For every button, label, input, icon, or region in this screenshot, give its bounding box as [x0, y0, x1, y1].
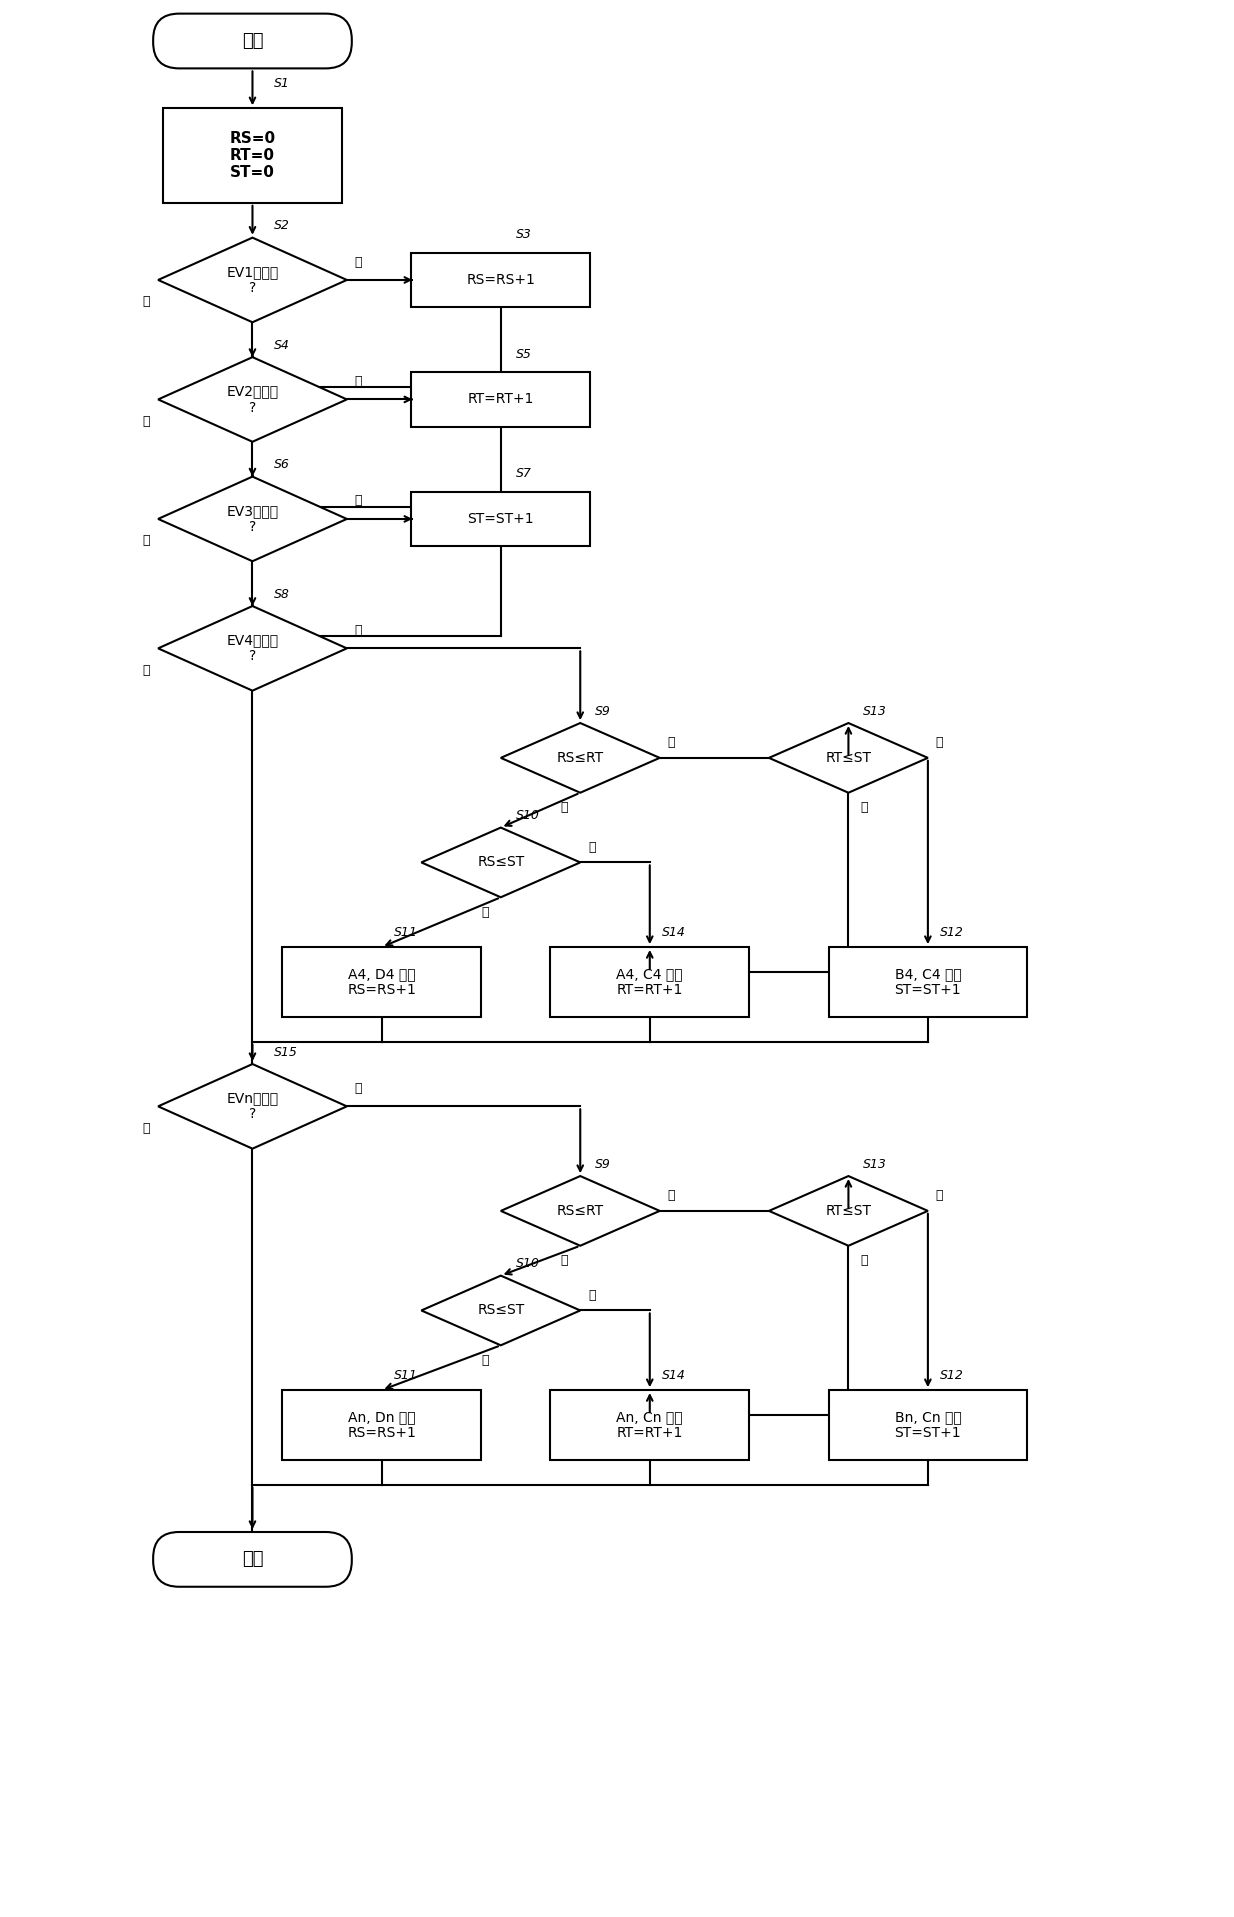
- Text: 是: 是: [481, 905, 489, 918]
- Text: S13: S13: [864, 1158, 887, 1171]
- FancyBboxPatch shape: [153, 1532, 352, 1587]
- Text: S3: S3: [516, 228, 532, 242]
- Text: S6: S6: [274, 458, 290, 472]
- Bar: [550, 947, 749, 1016]
- Text: EV1在充电
?: EV1在充电 ?: [226, 265, 279, 295]
- Text: S15: S15: [274, 1045, 299, 1058]
- Polygon shape: [501, 1175, 660, 1246]
- Text: S4: S4: [274, 339, 290, 351]
- Text: S12: S12: [940, 926, 964, 939]
- Polygon shape: [769, 1175, 928, 1246]
- Text: An, Cn 接通
RT=RT+1: An, Cn 接通 RT=RT+1: [617, 1409, 684, 1440]
- Text: RS≤ST: RS≤ST: [478, 1304, 524, 1317]
- Text: RS≤RT: RS≤RT: [557, 1204, 603, 1217]
- Bar: [283, 1390, 481, 1461]
- Text: 是: 是: [860, 801, 868, 815]
- Text: B4, C4 接通
ST=ST+1: B4, C4 接通 ST=ST+1: [895, 966, 961, 997]
- Text: EV4要充电
?: EV4要充电 ?: [226, 633, 279, 663]
- Text: 是: 是: [355, 376, 363, 387]
- Text: RS≤ST: RS≤ST: [478, 855, 524, 870]
- Text: 否: 否: [143, 535, 151, 548]
- Polygon shape: [158, 477, 347, 562]
- Polygon shape: [421, 828, 580, 897]
- Text: 开始: 开始: [242, 33, 263, 50]
- Text: S9: S9: [595, 1158, 611, 1171]
- Bar: [550, 1390, 749, 1461]
- Bar: [411, 372, 590, 427]
- Polygon shape: [158, 1064, 347, 1148]
- Text: EV2在充电
?: EV2在充电 ?: [226, 383, 279, 414]
- Text: S9: S9: [595, 705, 611, 717]
- Text: 是: 是: [355, 255, 363, 268]
- Text: S12: S12: [940, 1369, 964, 1382]
- FancyBboxPatch shape: [153, 13, 352, 69]
- Text: 否: 否: [143, 295, 151, 309]
- Text: RS=0
RT=0
ST=0: RS=0 RT=0 ST=0: [230, 130, 275, 180]
- Text: 否: 否: [668, 736, 675, 750]
- Text: S5: S5: [516, 347, 532, 360]
- Bar: [411, 253, 590, 307]
- Text: 否: 否: [143, 414, 151, 427]
- Text: S10: S10: [516, 809, 539, 822]
- Text: S14: S14: [661, 1369, 686, 1382]
- Text: 否: 否: [589, 842, 596, 853]
- Text: 否: 否: [668, 1189, 675, 1202]
- Text: S8: S8: [274, 589, 290, 600]
- Text: RT≤ST: RT≤ST: [826, 751, 871, 765]
- Text: 否: 否: [143, 663, 151, 677]
- Text: S14: S14: [661, 926, 686, 939]
- Text: S1: S1: [274, 77, 290, 90]
- Bar: [828, 947, 1027, 1016]
- Polygon shape: [158, 238, 347, 322]
- Polygon shape: [769, 723, 928, 794]
- Text: A4, C4 接通
RT=RT+1: A4, C4 接通 RT=RT+1: [617, 966, 684, 997]
- Text: S13: S13: [864, 705, 887, 717]
- Text: RT≤ST: RT≤ST: [826, 1204, 871, 1217]
- Text: S11: S11: [394, 1369, 417, 1382]
- Polygon shape: [421, 1275, 580, 1346]
- Text: RS=RS+1: RS=RS+1: [466, 272, 536, 288]
- Text: 是: 是: [560, 1254, 569, 1267]
- Text: RT=RT+1: RT=RT+1: [468, 393, 534, 406]
- Text: RS≤RT: RS≤RT: [557, 751, 603, 765]
- Polygon shape: [501, 723, 660, 794]
- Text: 是: 是: [355, 495, 363, 508]
- Bar: [411, 491, 590, 546]
- Text: ST=ST+1: ST=ST+1: [468, 512, 534, 525]
- Text: 是: 是: [481, 1353, 489, 1367]
- Polygon shape: [158, 606, 347, 690]
- Text: 否: 否: [935, 736, 943, 750]
- Bar: [828, 1390, 1027, 1461]
- Text: Bn, Cn 接通
ST=ST+1: Bn, Cn 接通 ST=ST+1: [895, 1409, 961, 1440]
- Text: 是: 是: [355, 1081, 363, 1095]
- Text: An, Dn 接通
RS=RS+1: An, Dn 接通 RS=RS+1: [347, 1409, 416, 1440]
- Bar: [283, 947, 481, 1016]
- Text: 否: 否: [589, 1288, 596, 1302]
- Bar: [163, 107, 342, 203]
- Text: S7: S7: [516, 468, 532, 479]
- Text: 是: 是: [860, 1254, 868, 1267]
- Text: 否: 否: [143, 1121, 151, 1135]
- Text: 是: 是: [355, 623, 363, 636]
- Text: 否: 否: [935, 1189, 943, 1202]
- Text: S11: S11: [394, 926, 417, 939]
- Polygon shape: [158, 357, 347, 441]
- Text: 结束: 结束: [242, 1551, 263, 1568]
- Text: A4, D4 接通
RS=RS+1: A4, D4 接通 RS=RS+1: [347, 966, 416, 997]
- Text: EVn要充电
?: EVn要充电 ?: [226, 1091, 279, 1121]
- Text: EV3在充电
?: EV3在充电 ?: [226, 504, 279, 535]
- Text: S2: S2: [274, 219, 290, 232]
- Text: S10: S10: [516, 1258, 539, 1271]
- Text: 是: 是: [560, 801, 569, 815]
